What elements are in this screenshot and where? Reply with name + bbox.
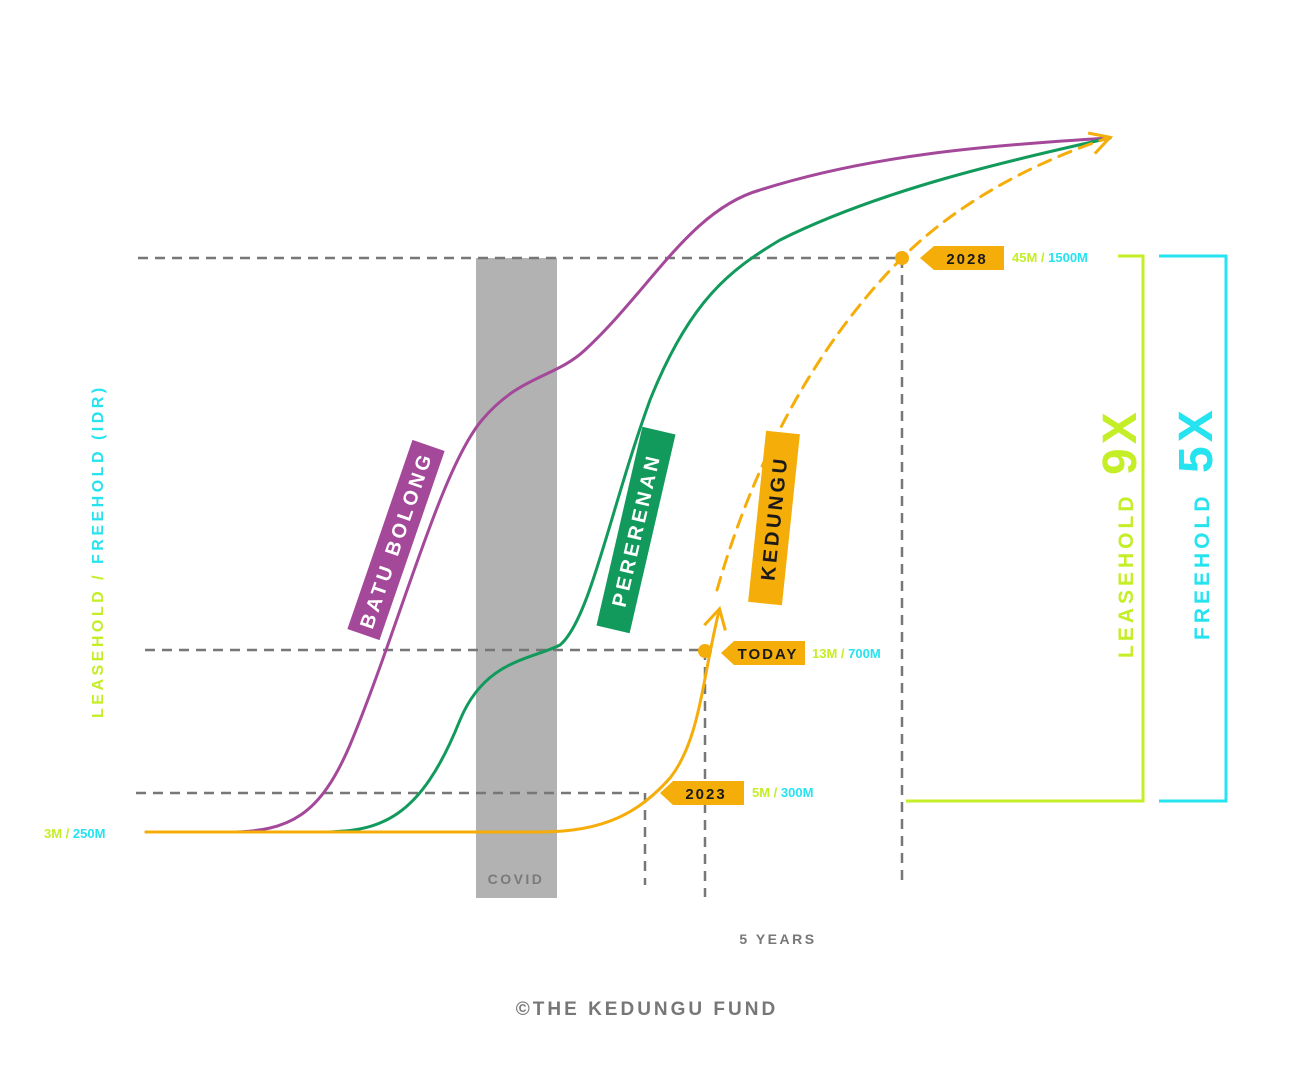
- freehold-bracket: [1159, 254, 1228, 803]
- tag-2028: [920, 246, 1004, 270]
- freehold-multiplier-label: FREEHOLD: [1191, 493, 1214, 641]
- leasehold-multiplier-label: LEASEHOLD: [1115, 492, 1138, 658]
- covid-label: COVID: [488, 871, 545, 887]
- y-axis-label: LEASEHOLD / FREEHOLD (IDR): [90, 384, 107, 718]
- tag-today: [721, 641, 805, 665]
- point-2028: [895, 251, 909, 265]
- tag-today-text: TODAY: [738, 646, 799, 663]
- tag-2023-text: 2023: [685, 786, 726, 803]
- series-pererenan-line: [144, 136, 1112, 834]
- label-batu-bolong: BATU BOLONG: [347, 439, 445, 641]
- copyright: ©THE KEDUNGU FUND: [516, 999, 778, 1020]
- period-label: 5 YEARS: [739, 931, 816, 947]
- freehold-multiplier-value: 5X: [1170, 406, 1223, 473]
- series-batu-bolong-line: [226, 136, 1112, 834]
- leasehold-bracket: [906, 254, 1145, 803]
- covid-band: [476, 258, 557, 898]
- point-today: [698, 644, 712, 658]
- price-today: 13M / 700M: [812, 646, 881, 661]
- price-2023: 5M / 300M: [752, 785, 813, 800]
- series-kedungu-line: [144, 605, 727, 834]
- tag-2028-text: 2028: [946, 251, 987, 268]
- leasehold-multiplier-value: 9X: [1094, 408, 1147, 475]
- price-baseline: 3M / 250M: [44, 826, 105, 841]
- tag-2023: [660, 781, 744, 805]
- label-kedungu: KEDUNGU: [748, 430, 800, 606]
- price-2028: 45M / 1500M: [1012, 250, 1088, 265]
